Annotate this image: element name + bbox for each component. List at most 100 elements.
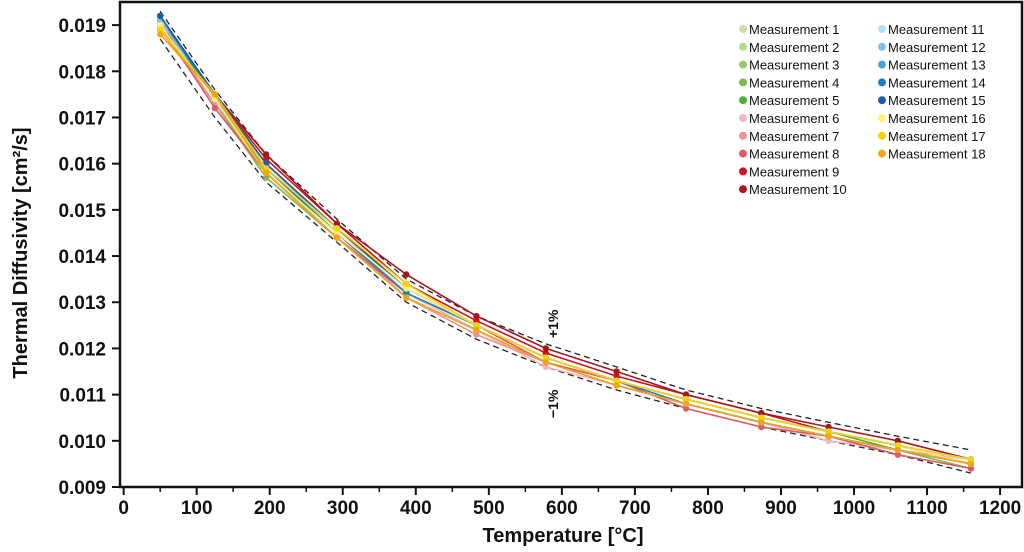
data-point bbox=[333, 220, 341, 227]
series-layer bbox=[157, 12, 975, 472]
legend-item: Measurement 13 bbox=[878, 58, 986, 73]
series-16 bbox=[157, 21, 975, 468]
series-14 bbox=[157, 12, 975, 468]
legend-item: Measurement 8 bbox=[739, 147, 839, 162]
legend-marker bbox=[878, 96, 886, 105]
series-3 bbox=[157, 21, 975, 468]
x-tick-label: 0 bbox=[118, 498, 129, 519]
legend-marker bbox=[739, 60, 747, 69]
data-point bbox=[967, 465, 975, 472]
data-point bbox=[682, 405, 690, 412]
legend-item: Measurement 4 bbox=[739, 75, 839, 90]
series-line-18 bbox=[159, 33, 972, 465]
band-label-upper: +1% bbox=[545, 309, 561, 338]
series-line-14 bbox=[159, 15, 972, 465]
series-13 bbox=[157, 12, 975, 468]
y-tick-label: 0.019 bbox=[58, 16, 106, 37]
y-tick-label: 0.011 bbox=[60, 386, 107, 407]
series-line-16 bbox=[159, 24, 972, 465]
legend-label: Measurement 9 bbox=[749, 164, 839, 179]
series-5 bbox=[157, 17, 975, 468]
data-point bbox=[157, 21, 164, 29]
legend-marker bbox=[878, 114, 886, 122]
series-line-13 bbox=[159, 15, 972, 465]
series-line-2 bbox=[159, 20, 972, 465]
series-line-3 bbox=[159, 24, 972, 465]
x-tick-label: 1200 bbox=[979, 498, 1021, 519]
y-tick-label: 0.009 bbox=[58, 478, 106, 499]
legend-marker bbox=[878, 60, 886, 69]
legend-label: Measurement 1 bbox=[749, 22, 839, 37]
legend-label: Measurement 16 bbox=[888, 111, 986, 126]
data-point bbox=[473, 331, 480, 338]
series-line-9 bbox=[159, 24, 972, 465]
y-tick-label: 0.010 bbox=[58, 432, 106, 453]
data-point bbox=[613, 377, 620, 384]
data-point bbox=[682, 391, 690, 398]
series-7 bbox=[157, 26, 975, 468]
legend-marker bbox=[878, 131, 886, 140]
data-point bbox=[542, 345, 549, 352]
y-tick-label: 0.014 bbox=[58, 247, 106, 268]
legend-marker bbox=[878, 78, 886, 87]
legend-marker bbox=[739, 25, 747, 33]
series-2 bbox=[157, 17, 975, 468]
y-tick-label: 0.017 bbox=[58, 108, 106, 129]
legend-marker bbox=[739, 42, 747, 51]
data-point bbox=[333, 229, 341, 237]
data-point bbox=[542, 349, 549, 357]
series-line-12 bbox=[159, 20, 972, 465]
series-line-10 bbox=[159, 20, 972, 461]
data-point bbox=[758, 423, 765, 431]
legend-marker bbox=[739, 114, 747, 122]
y-tick-label: 0.016 bbox=[58, 155, 106, 176]
data-point bbox=[473, 317, 480, 324]
legend-item: Measurement 12 bbox=[878, 40, 986, 55]
data-point bbox=[758, 414, 765, 421]
data-point bbox=[211, 91, 219, 98]
legend-label: Measurement 18 bbox=[888, 147, 986, 162]
legend-item: Measurement 3 bbox=[739, 58, 839, 73]
legend-marker bbox=[739, 131, 747, 140]
data-point bbox=[157, 26, 164, 33]
legend-marker bbox=[878, 42, 886, 51]
data-point bbox=[894, 446, 901, 454]
data-point bbox=[894, 442, 901, 449]
legend-label: Measurement 2 bbox=[749, 40, 839, 55]
band-upper-line bbox=[159, 10, 972, 451]
data-point bbox=[473, 312, 480, 320]
legend-item: Measurement 17 bbox=[878, 129, 986, 144]
legend-label: Measurement 7 bbox=[749, 129, 839, 144]
series-8 bbox=[157, 21, 975, 472]
data-point bbox=[613, 372, 620, 380]
data-point bbox=[894, 451, 901, 458]
legend-item: Measurement 10 bbox=[739, 182, 847, 197]
legend-label: Measurement 6 bbox=[749, 111, 839, 126]
axes: 0 100 200 300 400 500 600 700 800 900 1000 1100 1200… bbox=[58, 16, 1021, 519]
x-tick-label: 700 bbox=[619, 498, 651, 519]
series-17 bbox=[157, 26, 975, 463]
series-line-5 bbox=[159, 20, 972, 465]
data-point bbox=[403, 280, 410, 287]
x-axis-title: Temperature [°C] bbox=[483, 525, 644, 547]
series-18 bbox=[157, 31, 975, 468]
legend-item: Measurement 6 bbox=[739, 111, 839, 126]
legend-item: Measurement 11 bbox=[878, 22, 985, 37]
series-15 bbox=[157, 12, 975, 468]
x-tick-label: 500 bbox=[473, 498, 505, 519]
legend-item: Measurement 14 bbox=[878, 75, 986, 90]
data-point bbox=[613, 382, 620, 389]
data-point bbox=[403, 271, 410, 278]
legend-marker bbox=[739, 78, 747, 87]
x-tick-label: 1000 bbox=[833, 498, 875, 519]
series-10 bbox=[157, 17, 975, 463]
data-point bbox=[211, 105, 219, 112]
y-tick-label: 0.013 bbox=[58, 293, 106, 314]
x-tick-label: 200 bbox=[254, 498, 286, 519]
legend-item: Measurement 1 bbox=[739, 22, 839, 37]
legend-label: Measurement 5 bbox=[749, 93, 839, 108]
x-tick-label: 400 bbox=[400, 498, 432, 519]
legend-item: Measurement 16 bbox=[878, 111, 986, 126]
data-point bbox=[403, 289, 410, 297]
